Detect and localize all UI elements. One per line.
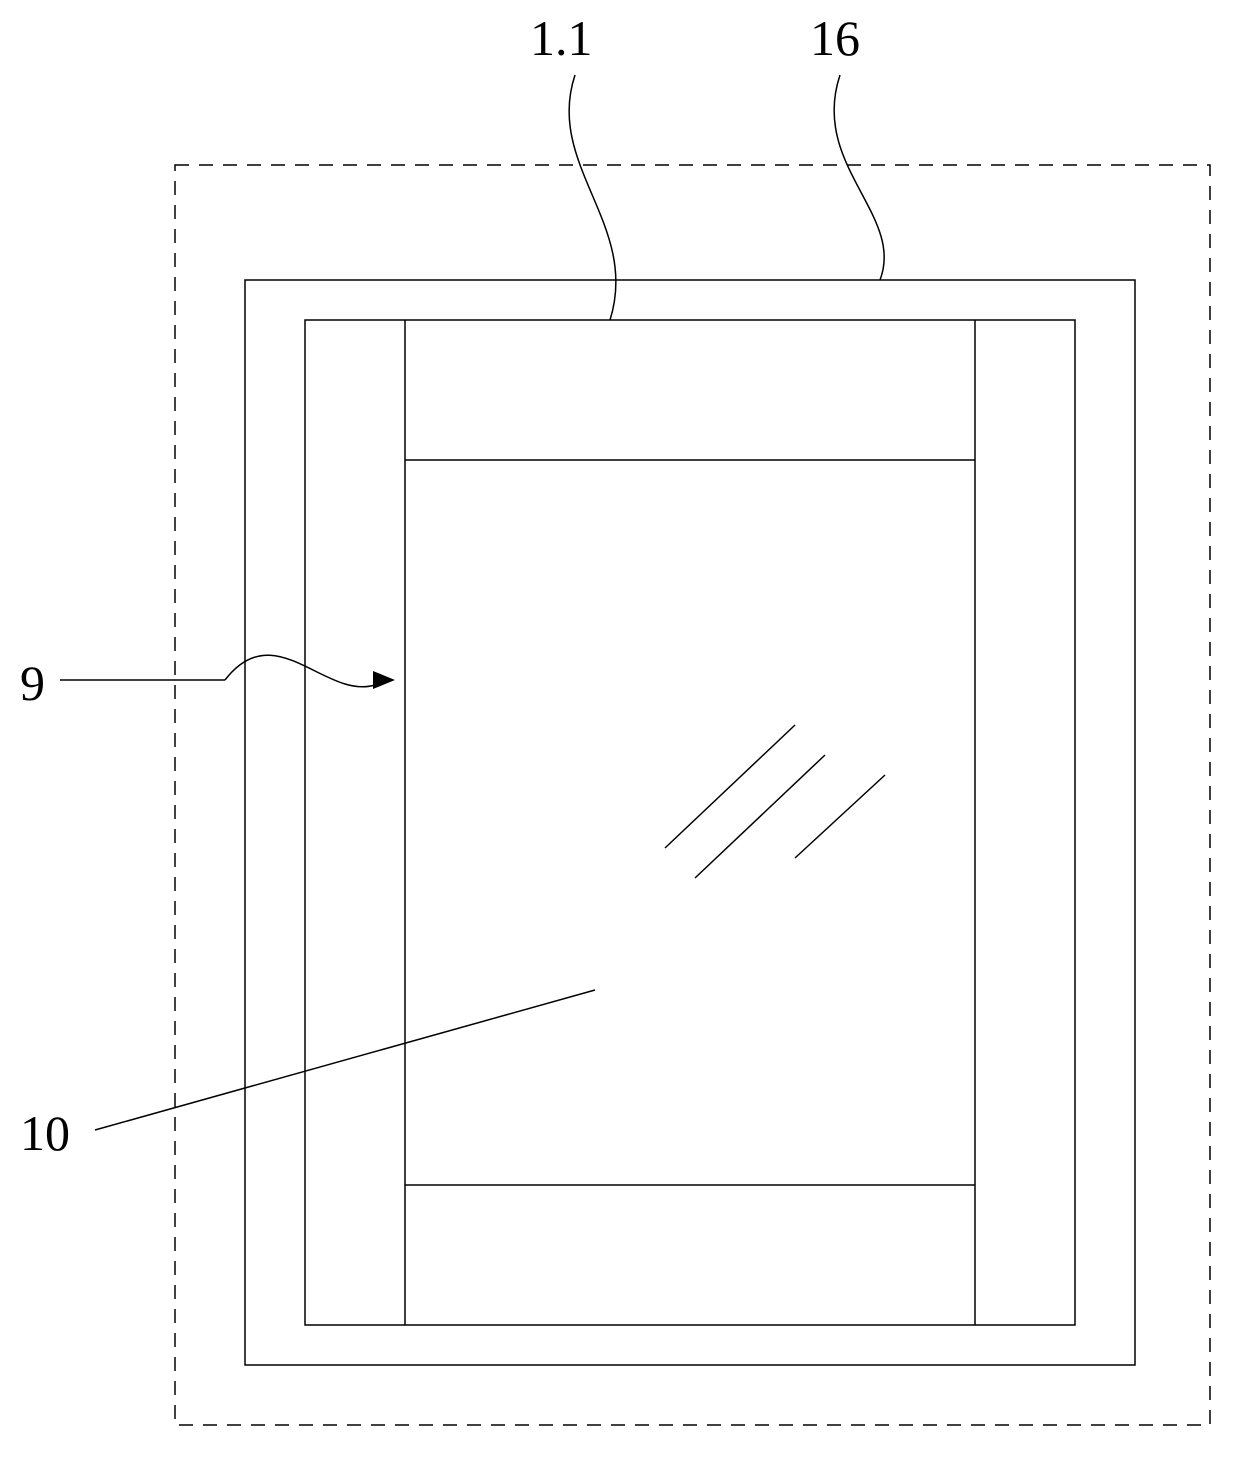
leader-16	[834, 75, 884, 280]
technical-diagram: 1.1 16 9 10	[0, 0, 1240, 1478]
label-1-1: 1.1	[530, 10, 593, 66]
leader-9-arrowhead	[373, 671, 395, 689]
label-16: 16	[810, 10, 860, 66]
outer-dashed-rect	[175, 165, 1210, 1425]
inner-rect	[305, 320, 1075, 1325]
label-10: 10	[20, 1105, 70, 1161]
glass-reflection-stroke-0	[665, 725, 795, 848]
leader-1-1	[569, 75, 616, 320]
leader-9-curve	[225, 655, 375, 687]
label-9: 9	[20, 655, 45, 711]
leader-10	[95, 990, 595, 1130]
outer-solid-rect	[245, 280, 1135, 1365]
glass-reflection-stroke-2	[795, 775, 885, 858]
glass-reflection-stroke-1	[695, 755, 825, 878]
